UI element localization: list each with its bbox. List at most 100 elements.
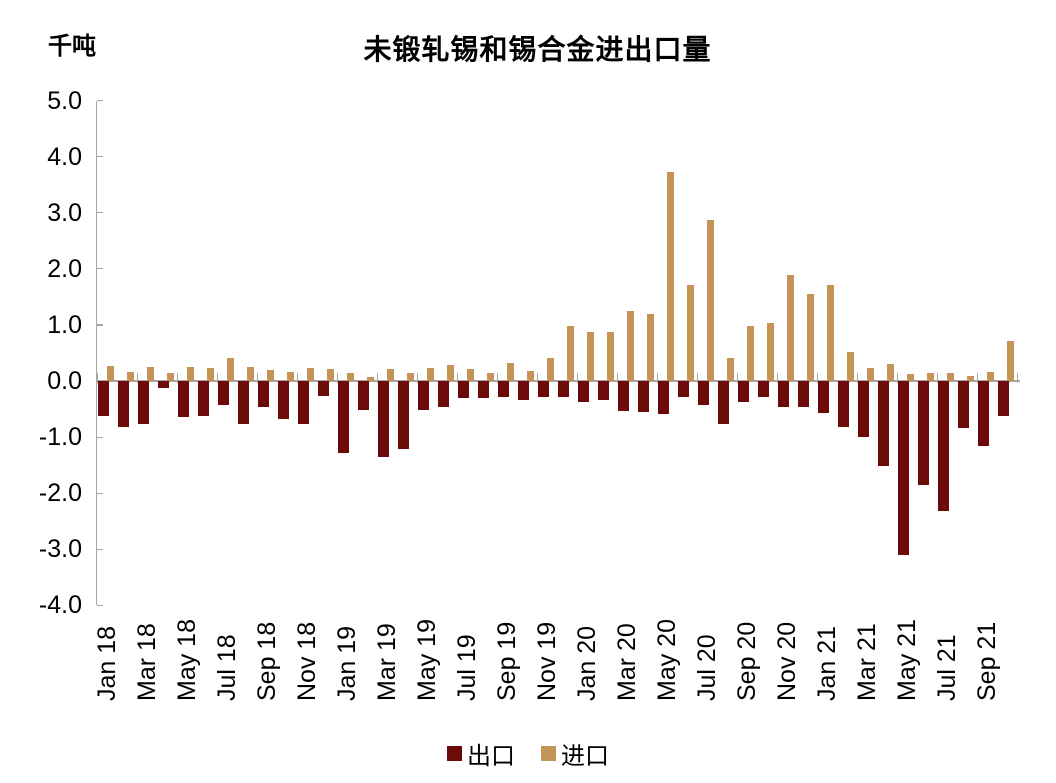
legend-label-import: 进口 <box>561 743 609 770</box>
x-tick-label: Jul 19 <box>452 634 481 701</box>
y-tick-label: -3.0 <box>38 535 82 564</box>
bar-import <box>127 371 135 382</box>
bar-import <box>547 357 555 382</box>
y-tick-label: 5.0 <box>47 86 82 115</box>
y-tick-label: -4.0 <box>38 591 82 620</box>
y-axis-unit-label: 千吨 <box>48 33 96 60</box>
bar-import <box>827 284 835 382</box>
x-axis-tick <box>1016 373 1018 383</box>
bar-export <box>258 381 270 408</box>
y-axis-tick <box>97 212 103 214</box>
bar-import <box>807 293 815 382</box>
x-tick-label: Nov 19 <box>532 621 561 701</box>
x-axis-tick <box>536 373 538 383</box>
bar-import <box>767 322 775 382</box>
bar-import <box>227 358 235 382</box>
x-tick-label: Mar 21 <box>852 623 881 701</box>
legend-item-import: 进口 <box>541 736 609 771</box>
bar-export <box>478 381 490 399</box>
bar-import <box>407 373 415 382</box>
bar-import <box>447 364 455 382</box>
y-tick-label: 1.0 <box>47 310 82 339</box>
x-tick-label: Mar 20 <box>612 623 641 701</box>
y-tick-label: 2.0 <box>47 254 82 283</box>
bar-import <box>167 373 175 382</box>
x-axis-tick <box>856 373 858 383</box>
x-tick-label: Sep 19 <box>492 621 521 701</box>
y-tick-label: -1.0 <box>38 423 82 452</box>
bar-export <box>138 381 150 425</box>
bar-export <box>398 381 410 449</box>
y-axis-tick <box>97 324 103 326</box>
bar-import <box>367 376 375 382</box>
x-tick-label: Nov 20 <box>772 621 801 701</box>
y-axis-tick <box>97 100 103 102</box>
bar-import <box>507 362 515 382</box>
bar-import <box>627 310 635 382</box>
x-axis-tick <box>256 373 258 383</box>
bar-export <box>358 381 370 410</box>
bar-export <box>558 381 570 398</box>
bar-import <box>747 325 755 382</box>
bar-export <box>698 381 710 406</box>
bar-export <box>918 381 930 485</box>
x-tick-label: May 20 <box>652 619 681 701</box>
legend: 出口 进口 <box>0 736 1056 771</box>
y-axis-tick <box>97 268 103 270</box>
bar-import <box>667 172 675 382</box>
bar-export <box>638 381 650 412</box>
bar-export <box>518 381 530 400</box>
x-tick-label: Jan 20 <box>572 625 601 701</box>
bar-export <box>818 381 830 413</box>
bar-export <box>438 381 450 407</box>
bar-import <box>887 364 895 382</box>
bar-import <box>687 284 695 382</box>
bar-export <box>738 381 750 402</box>
x-axis-tick <box>136 373 138 383</box>
bar-export <box>718 381 730 425</box>
x-tick-label: Sep 18 <box>252 621 281 701</box>
bar-export <box>898 381 910 555</box>
bar-import <box>867 368 875 382</box>
x-tick-label: Mar 19 <box>372 623 401 701</box>
x-axis-tick <box>936 373 938 383</box>
bar-export <box>678 381 690 397</box>
bar-export <box>178 381 190 417</box>
bar-export <box>618 381 630 411</box>
legend-swatch-import <box>541 746 556 761</box>
chart-title: 未锻轧锡和锡合金进出口量 <box>363 34 712 65</box>
x-tick-label: Nov 18 <box>292 621 321 701</box>
x-axis-tick <box>96 373 98 383</box>
x-axis-tick <box>976 373 978 383</box>
x-axis-tick <box>216 373 218 383</box>
bar-import <box>207 367 215 382</box>
bar-export <box>98 381 110 417</box>
y-axis-tick <box>97 548 103 550</box>
bar-export <box>758 381 770 398</box>
x-tick-label: Jul 21 <box>932 634 961 701</box>
bar-import <box>987 371 995 382</box>
x-axis-tick <box>336 373 338 383</box>
bar-import <box>107 365 115 382</box>
bar-import <box>647 313 655 382</box>
bar-import <box>907 373 915 382</box>
x-axis-tick <box>896 373 898 383</box>
x-tick-label: Sep 21 <box>972 621 1001 701</box>
x-axis-tick <box>696 373 698 383</box>
bar-export <box>378 381 390 458</box>
bar-import <box>787 274 795 382</box>
x-tick-label: Jan 18 <box>92 625 121 701</box>
x-axis-tick <box>776 373 778 383</box>
bar-export <box>858 381 870 437</box>
x-axis-tick <box>736 373 738 383</box>
x-tick-label: Mar 18 <box>132 623 161 701</box>
y-axis-tick <box>97 156 103 158</box>
bar-export <box>118 381 130 427</box>
x-axis-tick <box>616 373 618 383</box>
x-tick-label: May 21 <box>892 619 921 701</box>
bar-import <box>967 376 975 382</box>
x-axis-tick <box>376 373 378 383</box>
x-axis-tick <box>656 373 658 383</box>
x-axis-tick <box>296 373 298 383</box>
